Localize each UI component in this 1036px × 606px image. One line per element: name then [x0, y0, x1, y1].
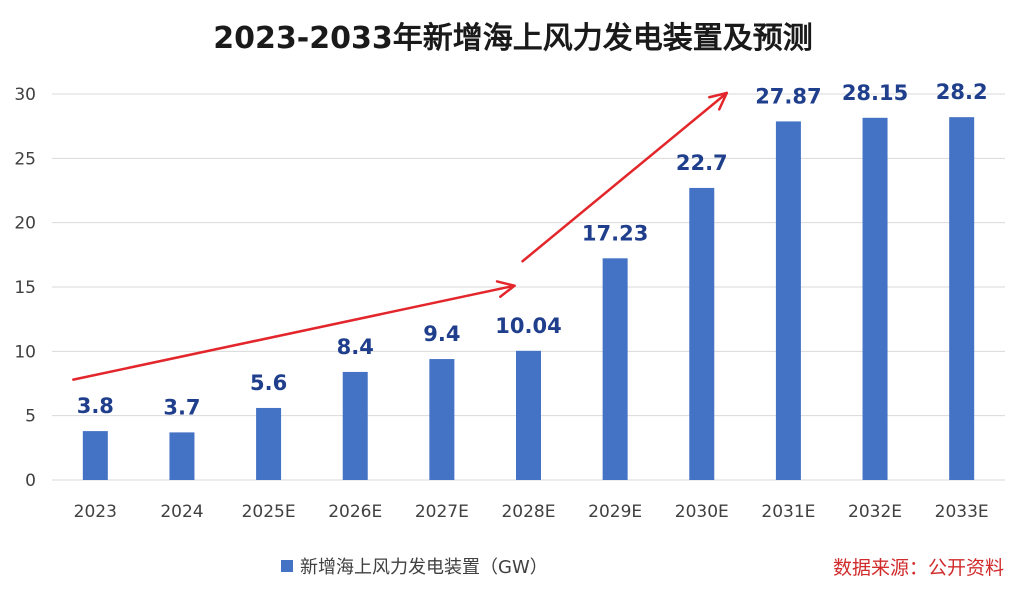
bar	[775, 121, 801, 480]
data-label: 3.7	[163, 395, 200, 419]
x-axis-ticks: 2023 2024 2025E 2026E 2027E 2028E 2029E 2030E 20…	[74, 502, 989, 522]
data-label: 5.6	[250, 371, 287, 395]
bar	[169, 432, 195, 480]
x-tick-label: 2024	[160, 502, 203, 522]
data-label: 10.04	[495, 314, 561, 338]
x-tick-label: 2026E	[328, 502, 382, 522]
y-tick-label: 20	[14, 214, 36, 234]
x-tick-label: 2023	[74, 502, 117, 522]
x-tick-label: 2029E	[588, 502, 642, 522]
bar	[602, 258, 628, 480]
x-tick-label: 2027E	[415, 502, 469, 522]
bar	[689, 187, 715, 480]
bars	[82, 117, 975, 480]
data-label: 9.4	[423, 322, 460, 346]
bar	[429, 359, 455, 480]
x-tick-label: 2028E	[501, 502, 555, 522]
y-tick-label: 10	[14, 342, 36, 362]
legend-label: 新增海上风力发电装置（GW）	[300, 557, 548, 578]
bar	[862, 117, 888, 480]
x-tick-label: 2031E	[761, 502, 815, 522]
y-tick-label: 15	[14, 278, 36, 298]
bar	[949, 117, 975, 480]
data-label: 17.23	[582, 221, 648, 245]
y-tick-label: 5	[25, 407, 36, 427]
y-tick-label: 25	[14, 149, 36, 169]
x-tick-label: 2030E	[675, 502, 729, 522]
y-axis-ticks: 0 5 10 15 20 25 30	[14, 85, 36, 491]
arrow-head-icon	[708, 91, 729, 111]
x-tick-label: 2033E	[935, 502, 989, 522]
bar	[256, 407, 282, 480]
chart-title: 2023-2033年新增海上风力发电装置及预测	[213, 21, 812, 56]
x-tick-label: 2032E	[848, 502, 902, 522]
y-tick-label: 0	[25, 471, 36, 491]
trend-arrow-line	[72, 284, 516, 381]
bar	[82, 431, 108, 480]
data-label: 22.7	[676, 151, 728, 175]
data-label: 28.2	[936, 80, 988, 104]
data-label: 3.8	[77, 394, 114, 418]
data-label: 27.87	[755, 84, 821, 108]
data-label: 28.15	[842, 81, 908, 105]
legend-swatch	[281, 560, 293, 572]
y-tick-label: 30	[14, 85, 36, 105]
x-tick-label: 2025E	[242, 502, 296, 522]
bar	[342, 371, 368, 480]
legend: 新增海上风力发电装置（GW）	[281, 557, 548, 578]
data-labels: 3.8 3.7 5.6 8.4 9.4 10.04 17.23 22.7 27.87 28.15 2…	[77, 80, 988, 419]
bar	[516, 350, 541, 480]
source-note: 数据来源：公开资料	[833, 557, 1004, 579]
data-label: 8.4	[337, 335, 374, 359]
trend-arrows	[72, 91, 729, 381]
arrow-head-icon	[495, 280, 516, 298]
trend-arrow-line	[521, 91, 729, 263]
